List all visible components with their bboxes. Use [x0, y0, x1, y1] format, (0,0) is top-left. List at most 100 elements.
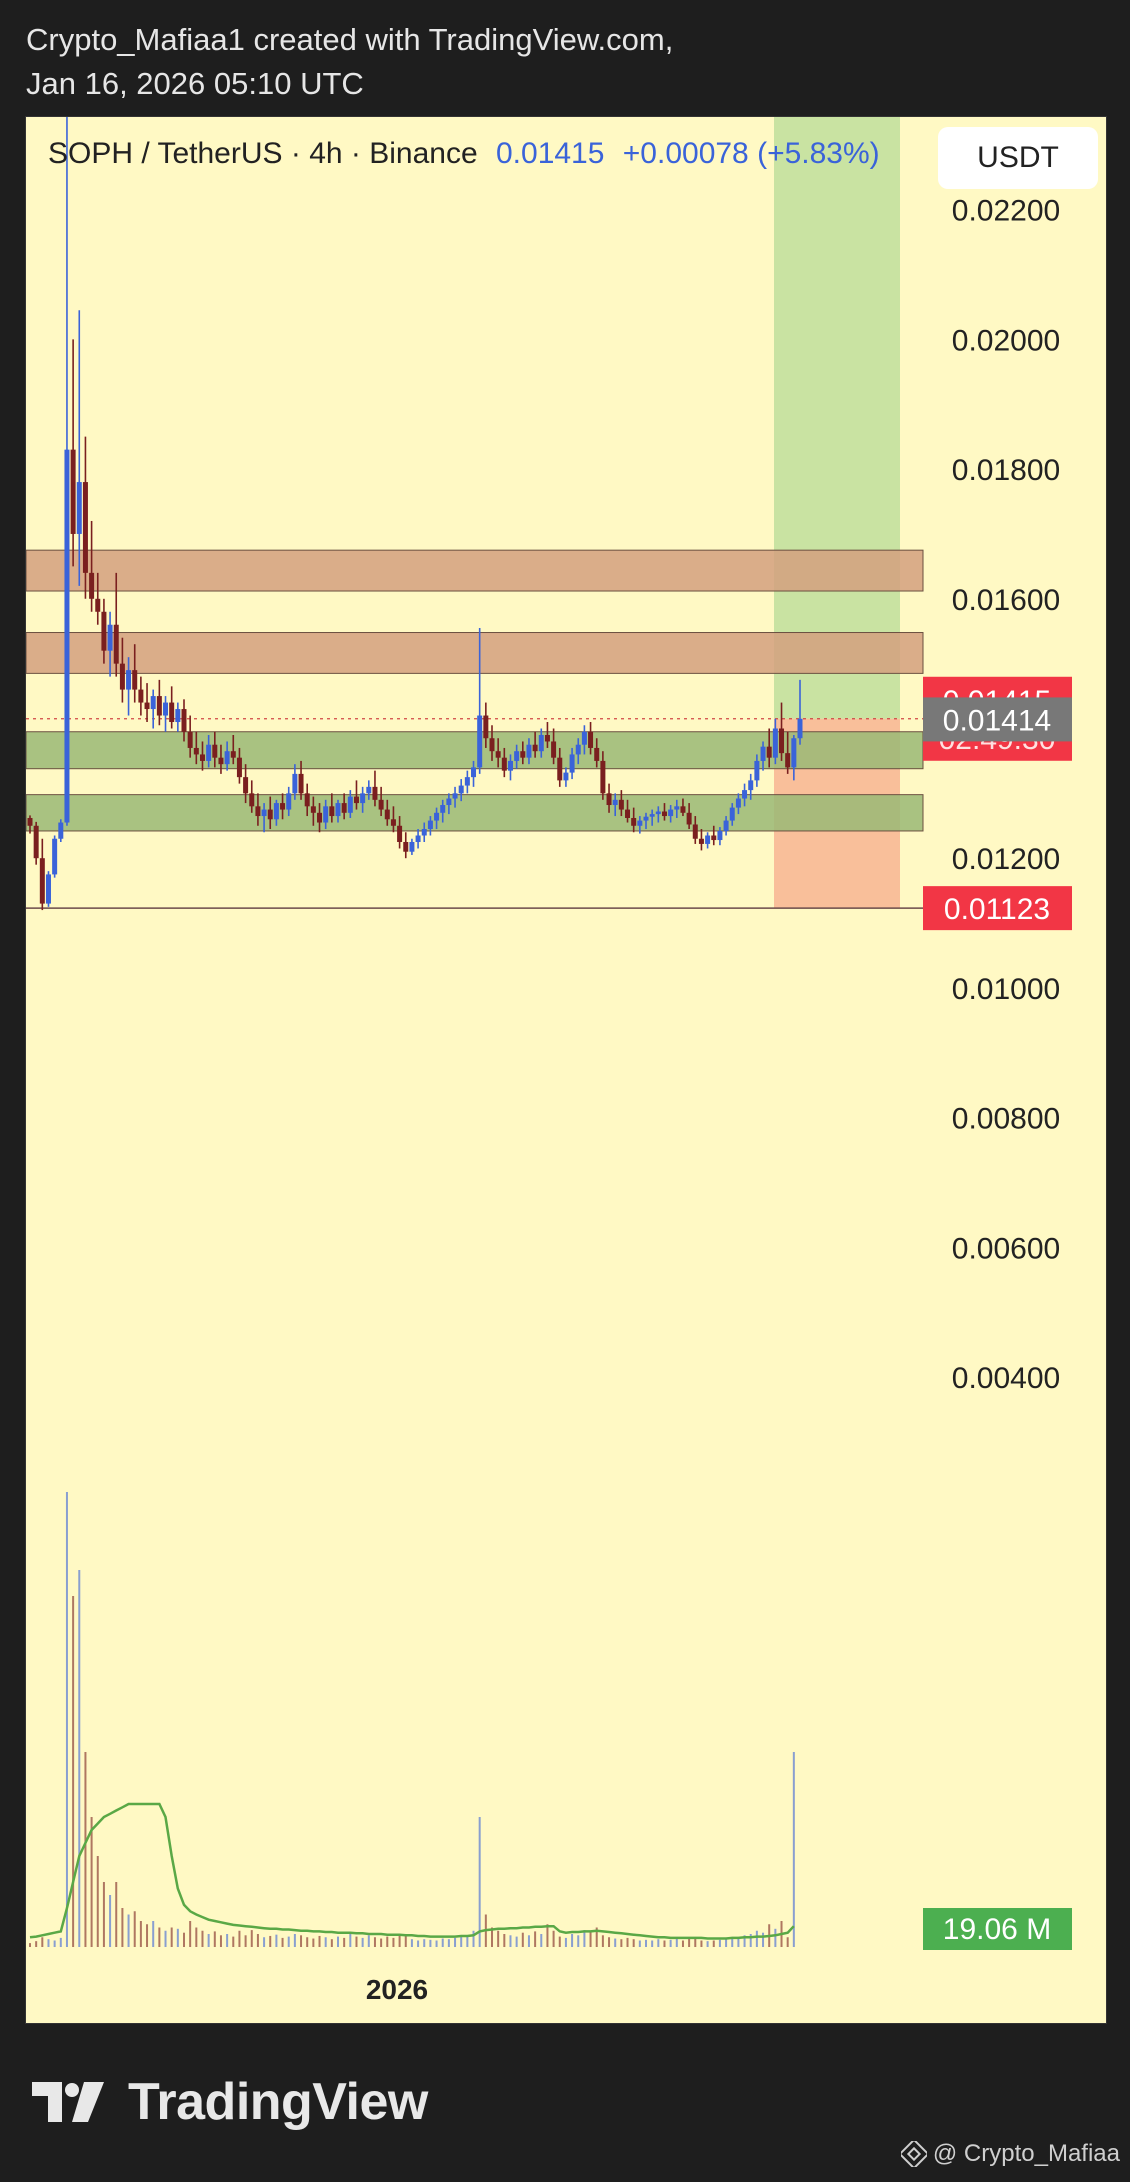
candle-body: [236, 757, 242, 778]
candle-body: [261, 809, 267, 817]
volume-bar: [349, 1932, 352, 1947]
volume-bar: [392, 1937, 395, 1947]
candle-body: [600, 760, 606, 794]
currency-button[interactable]: USDT: [938, 127, 1098, 189]
watermark-text: @ Crypto_Mafiaa: [932, 2140, 1120, 2167]
volume-bar: [96, 1856, 99, 1947]
volume-bar: [29, 1943, 31, 1947]
candle-body: [150, 696, 156, 710]
volume-bar: [577, 1935, 580, 1947]
candle-body: [477, 715, 483, 768]
price-chart[interactable]: 0.028000.026000.024000.022000.020000.018…: [26, 117, 1106, 2023]
volume-bar: [423, 1939, 426, 1947]
volume-bar: [269, 1935, 272, 1947]
candle-body: [89, 572, 95, 599]
volume-bar: [373, 1937, 376, 1947]
volume-bar: [121, 1908, 124, 1947]
candle-body: [218, 757, 224, 765]
candle-body: [384, 809, 390, 820]
candle-body: [409, 841, 415, 852]
volume-bar: [41, 1937, 44, 1947]
candle-body: [27, 817, 33, 826]
candle-body: [464, 777, 470, 786]
volume-bar: [59, 1937, 62, 1947]
volume-bar: [183, 1932, 185, 1947]
volume-bar: [84, 1752, 87, 1947]
volume-bar: [47, 1939, 50, 1947]
volume-bar: [491, 1927, 493, 1947]
candle-body: [785, 753, 791, 768]
price-badge-label: 0.01414: [943, 704, 1051, 737]
y-tick-label: 0.01000: [952, 973, 1060, 1006]
brand-name: TradingView: [128, 2073, 428, 2131]
volume-bar: [792, 1752, 795, 1947]
candle-body: [421, 829, 427, 836]
candle-body: [514, 751, 520, 761]
y-tick-label: 0.01600: [952, 584, 1060, 617]
candle-body: [175, 709, 181, 723]
candle-body: [446, 798, 452, 806]
candle-body: [606, 793, 612, 806]
candle-body: [483, 715, 489, 739]
y-tick-label: 0.01200: [952, 843, 1060, 876]
candle-body: [489, 738, 495, 752]
candle-body: [797, 718, 803, 739]
volume-bar: [669, 1939, 672, 1947]
volume-bar: [725, 1938, 728, 1947]
last-price: 0.01415: [495, 137, 605, 170]
volume-bar: [441, 1938, 444, 1947]
volume-bar: [731, 1937, 734, 1947]
candle-body: [126, 670, 132, 690]
chart-panel[interactable]: 0.028000.026000.024000.022000.020000.018…: [25, 116, 1107, 2024]
volume-bar: [564, 1937, 567, 1947]
volume-bar: [146, 1924, 149, 1947]
volume-bar: [534, 1931, 537, 1947]
candle-body: [692, 824, 698, 839]
candle-body: [779, 728, 785, 754]
volume-bar: [195, 1927, 198, 1947]
volume-bar: [226, 1934, 229, 1947]
volume-bar: [189, 1921, 192, 1947]
chart-attribution: Crypto_Mafiaa1 created with TradingView.…: [26, 18, 673, 106]
candle-body: [772, 728, 778, 758]
candle-body: [181, 709, 187, 732]
resistance-zone-0: [26, 549, 924, 592]
candle-body: [501, 757, 507, 771]
candle-body: [353, 796, 359, 804]
volume-bar: [164, 1930, 167, 1947]
candle-body: [224, 751, 230, 765]
candle-body: [668, 809, 674, 817]
candle-body: [39, 858, 45, 904]
candle-body: [323, 806, 329, 823]
volume-bar: [263, 1937, 266, 1947]
price-badge-3: [923, 886, 1072, 931]
volume-bar: [65, 1492, 68, 1947]
volume-bar: [250, 1930, 253, 1947]
candle-body: [403, 841, 409, 852]
candle-body: [415, 835, 421, 842]
candle-body: [612, 799, 618, 806]
volume-ma-line: [29, 1802, 795, 1940]
tradingview-logo-icon: [32, 2082, 104, 2122]
candle-body: [637, 820, 643, 826]
volume-bar: [219, 1935, 222, 1947]
volume-bar: [287, 1936, 290, 1947]
candle-body: [193, 747, 199, 755]
volume-bar: [102, 1882, 105, 1947]
volume-bar: [337, 1936, 339, 1947]
volume-bar: [540, 1934, 543, 1947]
candle-body: [366, 786, 372, 794]
volume-bar: [133, 1911, 136, 1947]
candle-body: [82, 482, 88, 573]
candle-body: [298, 773, 304, 794]
candle-body: [588, 731, 594, 748]
volume-bar: [589, 1931, 592, 1947]
candle-body: [286, 793, 292, 810]
volume-bar: [201, 1930, 204, 1947]
support-zone-3: [26, 794, 924, 832]
candle-body: [243, 777, 249, 794]
volume-bar: [509, 1935, 512, 1947]
volume-bar: [386, 1936, 389, 1947]
volume-bar: [503, 1934, 506, 1947]
candle-body: [520, 751, 526, 758]
